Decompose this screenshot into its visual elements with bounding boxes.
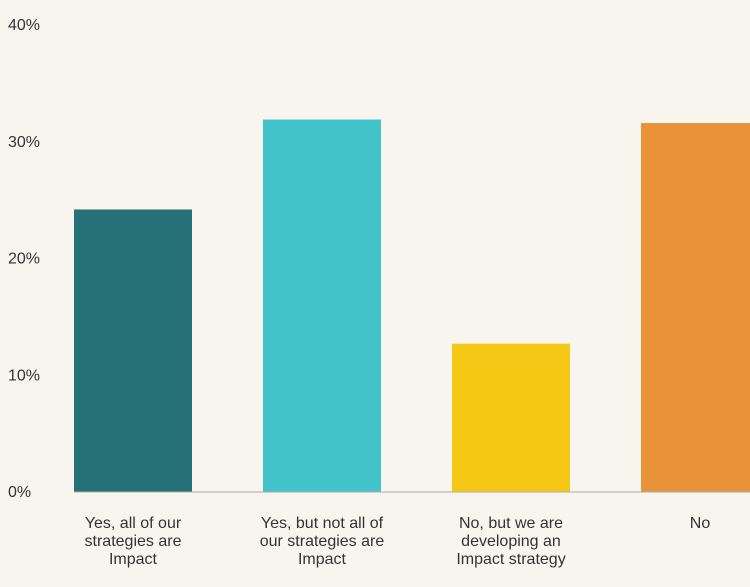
bar (641, 123, 750, 492)
bar (452, 343, 570, 492)
x-tick-label: No, but we are developing an Impact stra… (456, 515, 566, 568)
y-tick-label: 10% (8, 367, 40, 384)
y-tick-label: 40% (8, 17, 40, 34)
x-tick-label: No (689, 515, 711, 532)
x-tick-label: Yes, but not all of our strategies are I… (259, 515, 385, 568)
x-tick-label: Yes, all of our strategies are Impact (84, 515, 182, 568)
bar (74, 209, 192, 492)
y-tick-label: 20% (8, 251, 40, 268)
y-tick-label: 0% (8, 484, 31, 501)
y-tick-label: 30% (8, 134, 40, 151)
bar (263, 119, 381, 492)
